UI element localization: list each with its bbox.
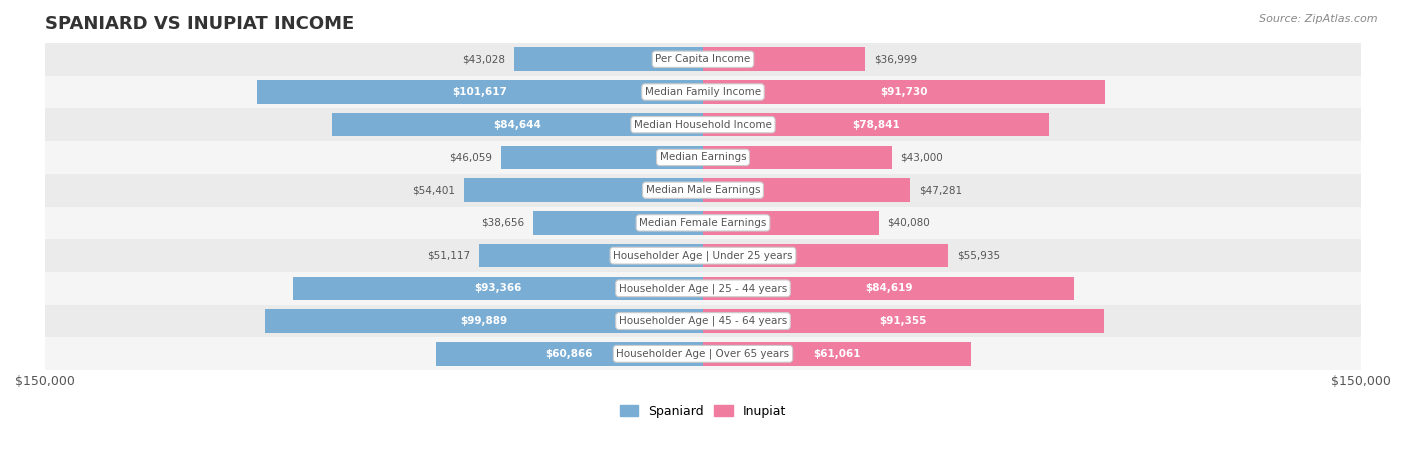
Text: $101,617: $101,617: [453, 87, 508, 97]
Text: SPANIARD VS INUPIAT INCOME: SPANIARD VS INUPIAT INCOME: [45, 15, 354, 33]
Text: $84,644: $84,644: [494, 120, 541, 130]
Text: $84,619: $84,619: [865, 283, 912, 293]
Bar: [45, 43, 1361, 76]
Text: Householder Age | Over 65 years: Householder Age | Over 65 years: [616, 348, 790, 359]
Text: $61,061: $61,061: [813, 349, 860, 359]
Bar: [703, 48, 865, 71]
Bar: [294, 276, 703, 300]
Bar: [703, 276, 1074, 300]
Bar: [703, 146, 891, 169]
Text: $51,117: $51,117: [427, 251, 470, 261]
Text: $78,841: $78,841: [852, 120, 900, 130]
Text: Median Earnings: Median Earnings: [659, 152, 747, 163]
Bar: [515, 48, 703, 71]
Text: Source: ZipAtlas.com: Source: ZipAtlas.com: [1260, 14, 1378, 24]
Text: $47,281: $47,281: [920, 185, 962, 195]
Text: Median Female Earnings: Median Female Earnings: [640, 218, 766, 228]
Text: $93,366: $93,366: [474, 283, 522, 293]
Text: $91,730: $91,730: [880, 87, 928, 97]
Bar: [436, 342, 703, 366]
Bar: [45, 141, 1361, 174]
Bar: [332, 113, 703, 136]
Text: $36,999: $36,999: [875, 54, 917, 64]
Bar: [703, 211, 879, 235]
Text: Householder Age | 45 - 64 years: Householder Age | 45 - 64 years: [619, 316, 787, 326]
Text: $60,866: $60,866: [546, 349, 593, 359]
Text: $91,355: $91,355: [880, 316, 927, 326]
Bar: [264, 309, 703, 333]
Text: $99,889: $99,889: [460, 316, 508, 326]
Text: $40,080: $40,080: [887, 218, 931, 228]
Bar: [45, 239, 1361, 272]
Bar: [45, 174, 1361, 206]
Legend: Spaniard, Inupiat: Spaniard, Inupiat: [614, 400, 792, 423]
Bar: [703, 342, 972, 366]
Bar: [45, 338, 1361, 370]
Bar: [45, 206, 1361, 239]
Text: Median Male Earnings: Median Male Earnings: [645, 185, 761, 195]
Text: $55,935: $55,935: [957, 251, 1000, 261]
Bar: [45, 76, 1361, 108]
Text: Median Household Income: Median Household Income: [634, 120, 772, 130]
Text: $43,000: $43,000: [900, 152, 943, 163]
Bar: [703, 309, 1104, 333]
Bar: [464, 178, 703, 202]
Bar: [45, 304, 1361, 338]
Bar: [257, 80, 703, 104]
Text: Per Capita Income: Per Capita Income: [655, 54, 751, 64]
Bar: [703, 244, 949, 268]
Bar: [501, 146, 703, 169]
Text: $46,059: $46,059: [449, 152, 492, 163]
Text: Median Family Income: Median Family Income: [645, 87, 761, 97]
Text: $38,656: $38,656: [481, 218, 524, 228]
Bar: [479, 244, 703, 268]
Bar: [45, 108, 1361, 141]
Bar: [703, 113, 1049, 136]
Text: $54,401: $54,401: [412, 185, 456, 195]
Bar: [703, 80, 1105, 104]
Bar: [533, 211, 703, 235]
Text: $43,028: $43,028: [463, 54, 506, 64]
Bar: [703, 178, 911, 202]
Text: Householder Age | Under 25 years: Householder Age | Under 25 years: [613, 250, 793, 261]
Bar: [45, 272, 1361, 304]
Text: Householder Age | 25 - 44 years: Householder Age | 25 - 44 years: [619, 283, 787, 294]
